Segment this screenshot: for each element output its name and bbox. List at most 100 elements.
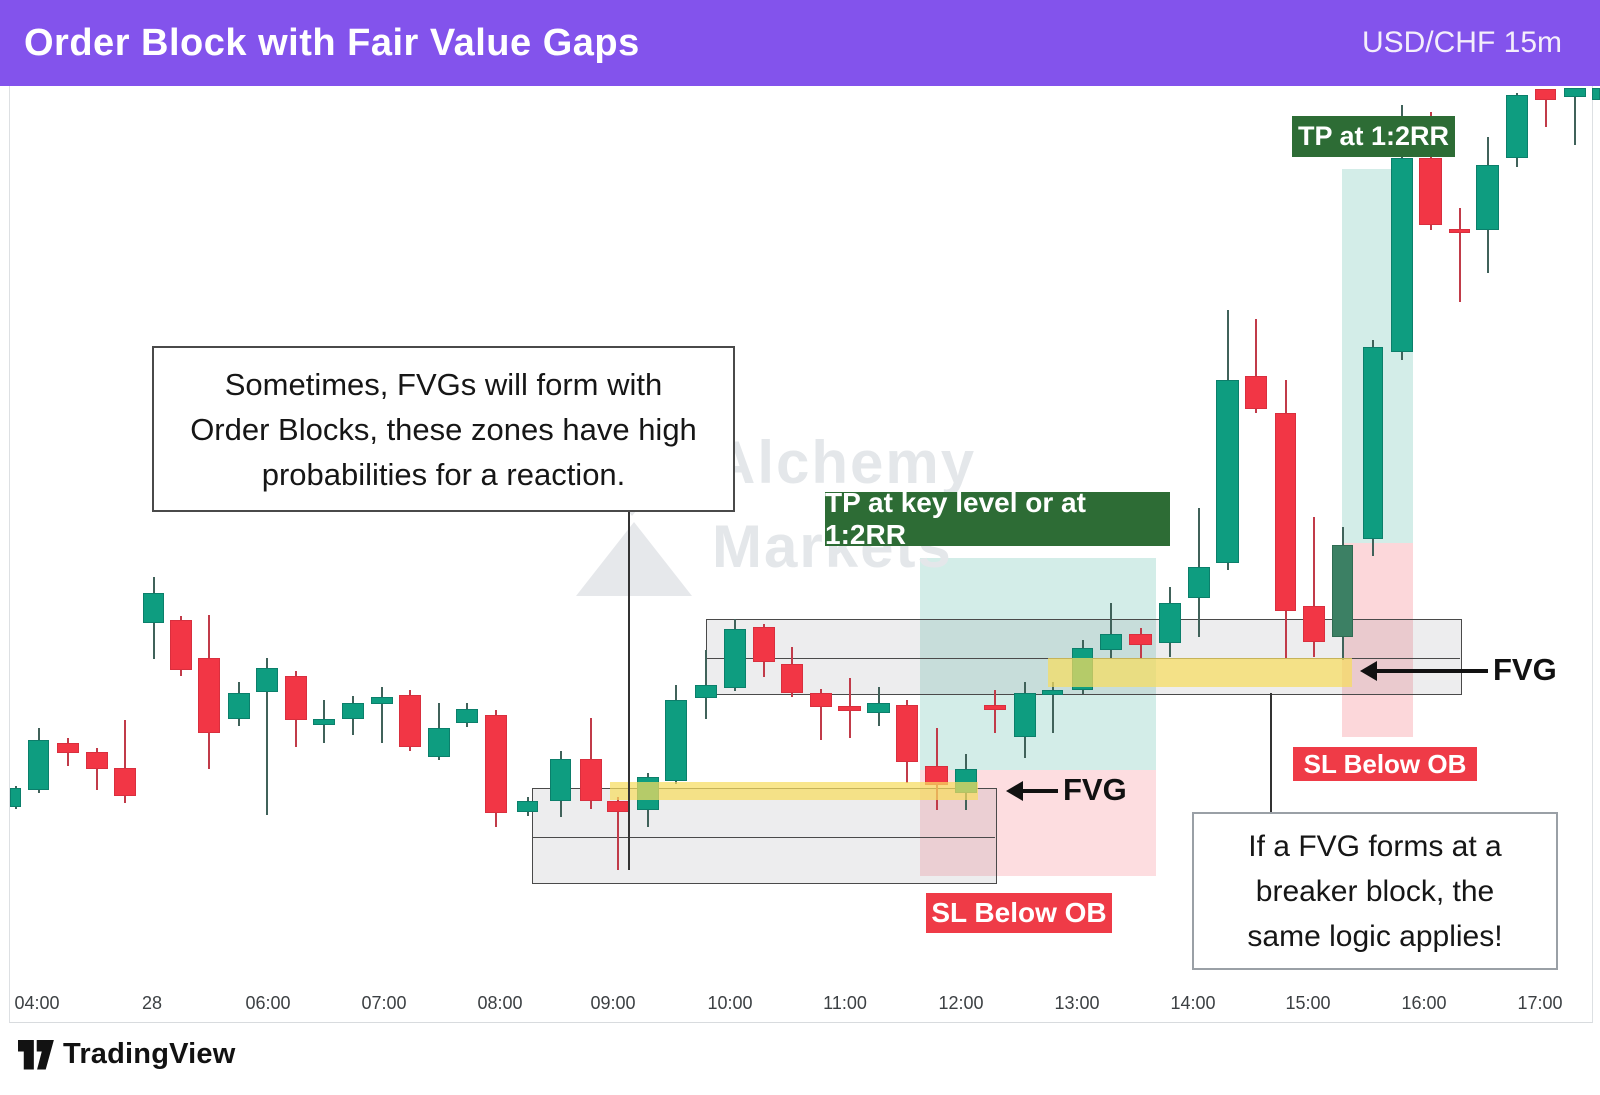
candle-body-17 [485, 715, 507, 813]
note-breaker-block-line: breaker block, the [1255, 874, 1495, 908]
x-axis-label-09:00: 09:00 [590, 993, 636, 1013]
candle-wick-3 [96, 748, 98, 790]
candle-body-49 [1419, 158, 1442, 225]
candle-body-2 [57, 743, 79, 753]
candle-wick-53 [1544, 89, 1547, 127]
candle-body-15 [428, 728, 450, 757]
candle-body-30 [867, 703, 890, 713]
candle-body-27 [781, 664, 803, 693]
candle-body-6 [170, 620, 192, 670]
note-breaker-block: If a FVG forms at a breaker block, the sam… [1192, 812, 1558, 970]
candle-wick-28 [820, 689, 822, 740]
x-axis-label-15:00: 15:00 [1285, 993, 1331, 1013]
candle-body-7 [198, 658, 220, 733]
candle-wick-54 [1574, 88, 1576, 145]
candle-body-55 [1592, 88, 1600, 100]
candle-body-9 [256, 668, 278, 692]
candle-body-50 [1449, 229, 1470, 233]
candle-body-42 [1216, 380, 1239, 563]
x-axis-label-17:00: 17:00 [1517, 993, 1563, 1013]
candle-body-29 [838, 706, 861, 711]
x-axis-label-07:00: 07:00 [361, 993, 407, 1013]
fvg-arrow-left-head-icon [1006, 781, 1023, 801]
candle-body-54 [1564, 88, 1586, 97]
candle-body-38 [1100, 634, 1122, 650]
candle-body-40 [1159, 603, 1181, 643]
note-fvg-orderblock: Sometimes, FVGs will form with Order Bloc… [152, 346, 735, 512]
x-axis-label-12:00: 12:00 [938, 993, 984, 1013]
candle-body-26 [753, 627, 775, 662]
fvg-band-left [610, 782, 978, 800]
fvg-arrow-right-label: FVG [1493, 652, 1557, 687]
title-bar: Order Block with Fair Value Gaps USD/CHF… [0, 0, 1600, 86]
page-title: Order Block with Fair Value Gaps [24, 21, 640, 64]
tradingview-logo-icon [18, 1039, 54, 1070]
candle-body-51 [1476, 165, 1499, 230]
candle-body-24 [695, 685, 717, 698]
note-fvg-orderblock-line: Sometimes, FVGs will form with [224, 366, 663, 402]
candle-body-8 [228, 693, 250, 719]
candle-wick-38 [1110, 603, 1112, 658]
candle-body-21 [607, 801, 629, 812]
candle-wick-9 [266, 658, 268, 815]
fvg-arrow-left-line [1020, 789, 1058, 793]
x-axis-label-14:00: 14:00 [1170, 993, 1216, 1013]
candle-body-18 [517, 801, 538, 812]
sl-label-3: SL Below OB [1293, 747, 1477, 781]
candle-body-23 [665, 700, 687, 781]
x-axis-label-11:00: 11:00 [823, 993, 867, 1013]
candle-body-52 [1506, 95, 1528, 158]
candle-wick-36 [1051, 682, 1054, 733]
candle-wick-21 [617, 797, 619, 870]
x-axis-label-06:00: 06:00 [245, 993, 291, 1013]
candle-body-16 [456, 709, 478, 723]
order-block-left-divider [532, 837, 995, 838]
candle-body-28 [810, 693, 832, 707]
candle-body-1 [28, 740, 49, 790]
candle-body-48 [1391, 158, 1413, 352]
candle-body-41 [1188, 567, 1210, 598]
candle-body-10 [285, 676, 307, 720]
fvg-arrow-right-line [1374, 669, 1488, 673]
candle-body-36 [1042, 690, 1063, 695]
candle-wick-34 [994, 690, 996, 733]
tradingview-brand-text: TradingView [63, 1038, 236, 1070]
tradingview-brand: TradingView [18, 1038, 236, 1071]
candle-body-34 [984, 705, 1006, 710]
candle-body-45 [1303, 606, 1325, 642]
candle-body-4 [114, 768, 136, 796]
candle-body-5 [143, 593, 164, 623]
note-breaker-block-line: If a FVG forms at a [1248, 829, 1502, 863]
candle-body-47 [1363, 347, 1383, 539]
candle-wick-50 [1458, 208, 1461, 302]
candle-wick-13 [381, 687, 383, 743]
candle-body-44 [1275, 413, 1296, 611]
candle-body-0 [10, 788, 21, 807]
fvg-arrow-right-head-icon [1360, 661, 1377, 681]
candle-wick-4 [124, 720, 126, 803]
candle-wick-24 [705, 650, 707, 719]
candle-body-12 [342, 703, 364, 719]
candle-body-25 [724, 629, 746, 688]
candle-body-53 [1535, 89, 1556, 100]
x-axis-label-13:00: 13:00 [1054, 993, 1100, 1013]
x-axis-label-04:00: 04:00 [14, 993, 60, 1013]
note-breaker-block-line: same logic applies! [1247, 919, 1503, 953]
sl-label-2: SL Below OB [926, 893, 1112, 933]
note-fvg-orderblock-line: probabilities for a reaction. [261, 456, 626, 492]
candle-body-39 [1129, 634, 1152, 645]
candle-wick-43 [1255, 319, 1257, 413]
note-fvg-orderblock-line: Order Blocks, these zones have high [190, 411, 697, 447]
tp-label-0: TP at 1:2RR [1292, 116, 1455, 157]
candle-body-14 [399, 695, 421, 747]
candle-body-11 [313, 719, 335, 725]
chart-frame [9, 86, 1593, 1023]
note2-pointer [1270, 693, 1272, 812]
candle-body-19 [550, 759, 571, 801]
candle-body-31 [896, 705, 918, 762]
fvg-band-right [1048, 658, 1352, 687]
watermark-line1: Alchemy [712, 429, 977, 496]
candle-body-46 [1332, 545, 1353, 637]
